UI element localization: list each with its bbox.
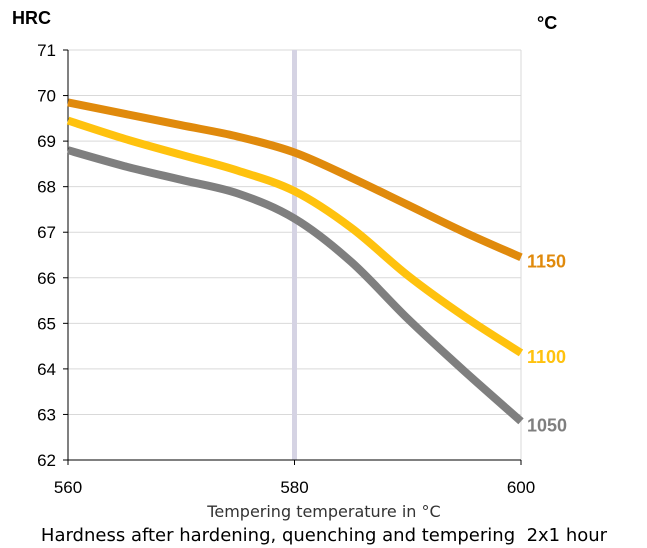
y-tick-label: 65 xyxy=(37,314,56,333)
y-tick-label: 63 xyxy=(37,405,56,424)
legend-title: °C xyxy=(537,13,557,33)
series-label-1150: 1150 xyxy=(527,251,566,271)
x-axis-label: Tempering temperature in °C xyxy=(206,502,440,521)
y-tick-label: 66 xyxy=(37,269,56,288)
series-line-1150 xyxy=(67,98,523,261)
y-tick-label: 68 xyxy=(37,178,56,197)
y-tick-label: 70 xyxy=(37,87,56,106)
y-tick-label: 69 xyxy=(37,132,56,151)
series-label-1100: 1100 xyxy=(527,347,566,367)
y-tick-label: 71 xyxy=(37,41,56,60)
y-axis-unit-label: HRC xyxy=(12,8,51,28)
x-tick-label: 600 xyxy=(507,478,535,497)
axes xyxy=(63,49,522,465)
y-tick-label: 62 xyxy=(37,451,56,470)
labels: 62 63 64 65 66 67 68 69 70 71 560 580 600 1150 1100 105… xyxy=(37,41,567,497)
x-tick-label: 580 xyxy=(280,478,308,497)
series-label-1050: 1050 xyxy=(527,415,567,435)
series-lines xyxy=(66,98,524,425)
x-tick-label: 560 xyxy=(54,478,82,497)
series-line-1050 xyxy=(66,146,524,425)
y-tick-label: 64 xyxy=(37,360,56,379)
chart-caption: Hardness after hardening, quenching and … xyxy=(41,525,608,546)
y-tick-label: 67 xyxy=(37,223,56,242)
series-line-1100 xyxy=(66,116,524,357)
